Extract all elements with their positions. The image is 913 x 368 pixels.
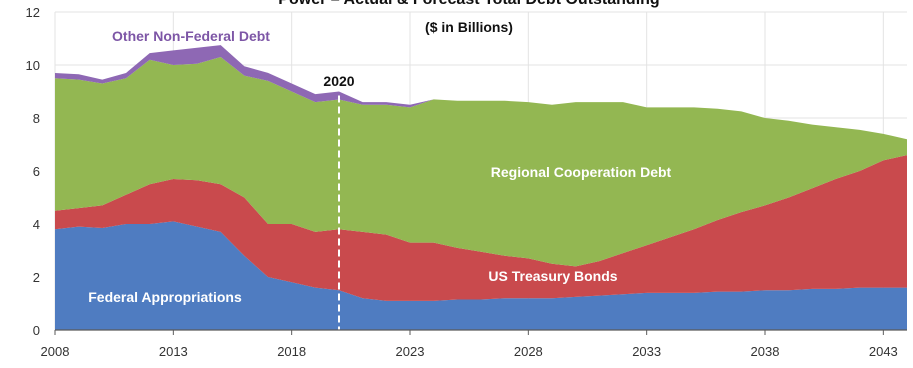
area-layer [55, 45, 907, 330]
y-tick-label-4: 4 [33, 217, 40, 232]
area-us-treasury-bonds [55, 155, 907, 301]
x-tick-label-2028: 2028 [514, 344, 543, 359]
y-tick-label-0: 0 [33, 323, 40, 338]
y-tick-label-12: 12 [26, 5, 40, 20]
series-label-federal-appropriations: Federal Appropriations [88, 289, 242, 305]
x-tick-label-2013: 2013 [159, 344, 188, 359]
x-tick-label-2008: 2008 [41, 344, 70, 359]
area-regional-cooperation-debt [55, 57, 907, 267]
area-federal-appropriations [55, 221, 907, 330]
y-tick-label-8: 8 [33, 111, 40, 126]
x-tick-label-2033: 2033 [632, 344, 661, 359]
chart-title: Power – Actual & Forecast Total Debt Out… [278, 0, 659, 8]
series-label-other-non-federal-debt: Other Non-Federal Debt [112, 28, 270, 44]
y-tick-label-10: 10 [26, 58, 40, 73]
label-layer: Power – Actual & Forecast Total Debt Out… [88, 0, 671, 305]
x-tick-label-2043: 2043 [869, 344, 898, 359]
x-tick-label-2038: 2038 [751, 344, 780, 359]
x-tick-label-2018: 2018 [277, 344, 306, 359]
annotation-2020: 2020 [323, 73, 354, 89]
y-tick-label-6: 6 [33, 164, 40, 179]
series-label-us-treasury-bonds: US Treasury Bonds [488, 268, 617, 284]
axis-layer: 0 2 4 6 8 10 12 2008 2013 2018 2023 2028 2033 2038 204… [26, 5, 907, 359]
chart-subtitle: ($ in Billions) [425, 19, 513, 35]
y-tick-label-2: 2 [33, 270, 40, 285]
series-label-regional-cooperation-debt: Regional Cooperation Debt [491, 164, 672, 180]
x-tick-label-2023: 2023 [396, 344, 425, 359]
